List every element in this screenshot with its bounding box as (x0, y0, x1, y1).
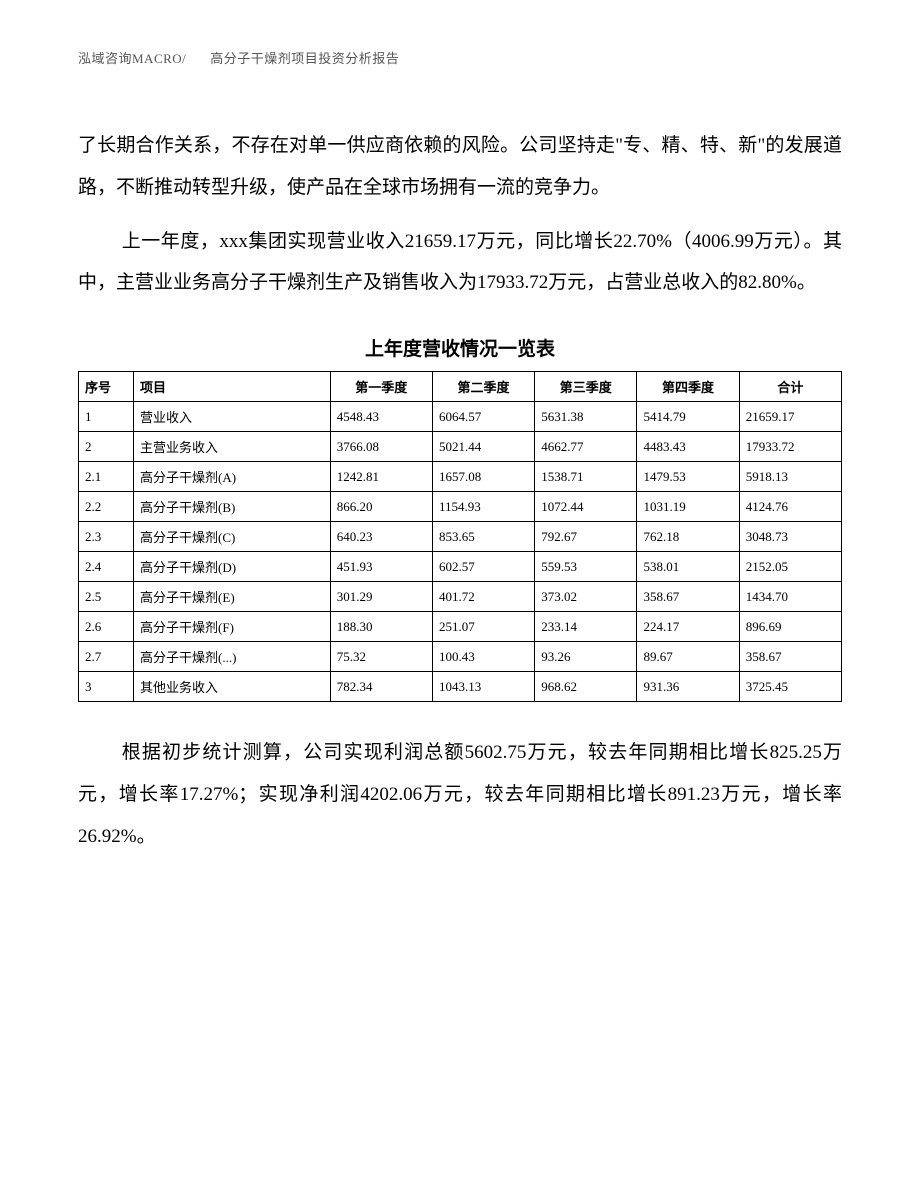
table-cell: 21659.17 (739, 402, 841, 432)
table-cell: 3 (79, 672, 134, 702)
table-cell: 3725.45 (739, 672, 841, 702)
table-cell: 538.01 (637, 552, 739, 582)
table-cell: 1242.81 (330, 462, 432, 492)
table-cell: 762.18 (637, 522, 739, 552)
table-cell: 224.17 (637, 612, 739, 642)
col-header-item: 项目 (134, 372, 331, 402)
table-cell: 640.23 (330, 522, 432, 552)
table-cell: 866.20 (330, 492, 432, 522)
table-cell: 高分子干燥剂(A) (134, 462, 331, 492)
table-cell: 792.67 (535, 522, 637, 552)
table-cell: 401.72 (432, 582, 534, 612)
table-cell: 782.34 (330, 672, 432, 702)
table-cell: 358.67 (637, 582, 739, 612)
table-cell: 6064.57 (432, 402, 534, 432)
table-body: 1营业收入4548.436064.575631.385414.7921659.1… (79, 402, 842, 702)
table-cell: 301.29 (330, 582, 432, 612)
table-cell: 高分子干燥剂(E) (134, 582, 331, 612)
table-cell: 5414.79 (637, 402, 739, 432)
table-cell: 1043.13 (432, 672, 534, 702)
table-cell: 93.26 (535, 642, 637, 672)
table-cell: 89.67 (637, 642, 739, 672)
table-cell: 373.02 (535, 582, 637, 612)
revenue-table: 序号 项目 第一季度 第二季度 第三季度 第四季度 合计 1营业收入4548.4… (78, 371, 842, 702)
table-cell: 100.43 (432, 642, 534, 672)
table-cell: 931.36 (637, 672, 739, 702)
header-right: 高分子干燥剂项目投资分析报告 (210, 51, 399, 66)
table-cell: 2.6 (79, 612, 134, 642)
table-row: 2.4高分子干燥剂(D)451.93602.57559.53538.012152… (79, 552, 842, 582)
table-cell: 2152.05 (739, 552, 841, 582)
table-row: 2.6高分子干燥剂(F)188.30251.07233.14224.17896.… (79, 612, 842, 642)
col-header-total: 合计 (739, 372, 841, 402)
table-title: 上年度营收情况一览表 (78, 334, 842, 361)
table-cell: 主营业务收入 (134, 432, 331, 462)
table-cell: 451.93 (330, 552, 432, 582)
table-cell: 559.53 (535, 552, 637, 582)
table-cell: 高分子干燥剂(D) (134, 552, 331, 582)
table-row: 2.3高分子干燥剂(C)640.23853.65792.67762.183048… (79, 522, 842, 552)
table-cell: 1479.53 (637, 462, 739, 492)
table-cell: 1031.19 (637, 492, 739, 522)
table-cell: 1 (79, 402, 134, 432)
table-cell: 4548.43 (330, 402, 432, 432)
table-cell: 358.67 (739, 642, 841, 672)
table-row: 3其他业务收入782.341043.13968.62931.363725.45 (79, 672, 842, 702)
table-cell: 2.4 (79, 552, 134, 582)
table-cell: 5918.13 (739, 462, 841, 492)
table-cell: 968.62 (535, 672, 637, 702)
table-cell: 1434.70 (739, 582, 841, 612)
table-cell: 4662.77 (535, 432, 637, 462)
table-row: 2.2高分子干燥剂(B)866.201154.931072.441031.194… (79, 492, 842, 522)
col-header-q3: 第三季度 (535, 372, 637, 402)
table-cell: 2.3 (79, 522, 134, 552)
col-header-q1: 第一季度 (330, 372, 432, 402)
table-cell: 1154.93 (432, 492, 534, 522)
table-cell: 高分子干燥剂(C) (134, 522, 331, 552)
header-left: 泓域咨询MACRO/ (78, 51, 186, 66)
table-cell: 高分子干燥剂(F) (134, 612, 331, 642)
table-cell: 营业收入 (134, 402, 331, 432)
table-cell: 3766.08 (330, 432, 432, 462)
table-cell: 853.65 (432, 522, 534, 552)
page-header: 泓域咨询MACRO/高分子干燥剂项目投资分析报告 (78, 48, 842, 67)
table-row: 2主营业务收入3766.085021.444662.774483.4317933… (79, 432, 842, 462)
table-cell: 233.14 (535, 612, 637, 642)
table-cell: 896.69 (739, 612, 841, 642)
col-header-q4: 第四季度 (637, 372, 739, 402)
table-cell: 高分子干燥剂(...) (134, 642, 331, 672)
table-cell: 602.57 (432, 552, 534, 582)
table-cell: 2.2 (79, 492, 134, 522)
table-cell: 188.30 (330, 612, 432, 642)
table-cell: 5021.44 (432, 432, 534, 462)
table-cell: 1538.71 (535, 462, 637, 492)
table-cell: 5631.38 (535, 402, 637, 432)
paragraph-3: 根据初步统计测算，公司实现利润总额5602.75万元，较去年同期相比增长825.… (78, 732, 842, 857)
table-cell: 4483.43 (637, 432, 739, 462)
table-cell: 3048.73 (739, 522, 841, 552)
table-cell: 2.7 (79, 642, 134, 672)
col-header-q2: 第二季度 (432, 372, 534, 402)
table-cell: 17933.72 (739, 432, 841, 462)
table-cell: 2 (79, 432, 134, 462)
table-row: 1营业收入4548.436064.575631.385414.7921659.1… (79, 402, 842, 432)
table-cell: 高分子干燥剂(B) (134, 492, 331, 522)
table-row: 2.1高分子干燥剂(A)1242.811657.081538.711479.53… (79, 462, 842, 492)
paragraph-2: 上一年度，xxx集团实现营业收入21659.17万元，同比增长22.70%（40… (78, 221, 842, 305)
table-header-row: 序号 项目 第一季度 第二季度 第三季度 第四季度 合计 (79, 372, 842, 402)
paragraph-1: 了长期合作关系，不存在对单一供应商依赖的风险。公司坚持走"专、精、特、新"的发展… (78, 125, 842, 209)
table-row: 2.5高分子干燥剂(E)301.29401.72373.02358.671434… (79, 582, 842, 612)
table-cell: 其他业务收入 (134, 672, 331, 702)
table-cell: 4124.76 (739, 492, 841, 522)
col-header-seq: 序号 (79, 372, 134, 402)
table-row: 2.7高分子干燥剂(...)75.32100.4393.2689.67358.6… (79, 642, 842, 672)
table-cell: 2.5 (79, 582, 134, 612)
table-cell: 251.07 (432, 612, 534, 642)
table-cell: 75.32 (330, 642, 432, 672)
table-cell: 2.1 (79, 462, 134, 492)
table-cell: 1657.08 (432, 462, 534, 492)
table-cell: 1072.44 (535, 492, 637, 522)
